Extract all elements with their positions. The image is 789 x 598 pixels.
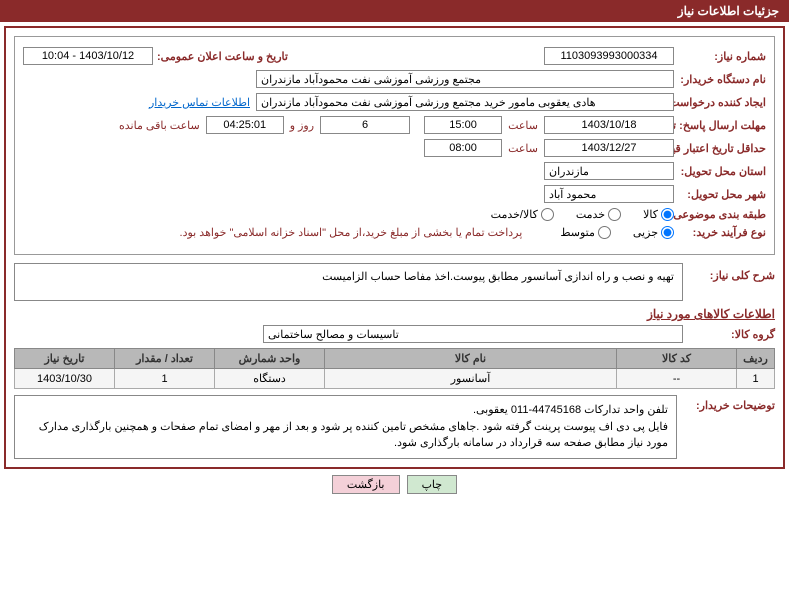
th-name: نام کالا [325, 349, 617, 369]
remaining-label: ساعت باقی مانده [119, 119, 200, 132]
items-table: ردیف کد کالا نام کالا واحد شمارش تعداد /… [14, 348, 775, 389]
cat3-label: کالا/خدمت [491, 208, 538, 221]
countdown-value: 04:25:01 [206, 116, 284, 134]
min-validity-time: 08:00 [424, 139, 502, 157]
items-section-title: اطلاعات کالاهای مورد نیاز [14, 307, 775, 321]
back-button[interactable]: بازگشت [332, 475, 400, 494]
buyer-notes-value: تلفن واحد تدارکات 44745168-011 یعقوبی. ف… [14, 395, 677, 459]
buyer-notes-label: توضیحات خریدار: [683, 395, 775, 412]
purchase-radio-minor[interactable] [661, 226, 674, 239]
announce-dt-value: 1403/10/12 - 10:04 [23, 47, 153, 65]
purchase-note: پرداخت تمام یا بخشی از مبلغ خرید،از محل … [180, 226, 523, 239]
reply-date-value: 1403/10/18 [544, 116, 674, 134]
city-value: محمود آباد [544, 185, 674, 203]
table-row: 1 -- آسانسور دستگاه 1 1403/10/30 [15, 369, 775, 389]
reply-deadline-label: مهلت ارسال پاسخ: تا تاریخ: [674, 119, 766, 132]
province-value: مازندران [544, 162, 674, 180]
days-word: روز و [290, 119, 314, 132]
buyer-notes-line2: فایل پی دی اف پیوست پرینت گرفته شود .جاه… [23, 419, 668, 452]
pt2-label: متوسط [560, 226, 595, 239]
requester-label: ایجاد کننده درخواست: [674, 96, 766, 109]
cat2-label: خدمت [576, 208, 605, 221]
table-header-row: ردیف کد کالا نام کالا واحد شمارش تعداد /… [15, 349, 775, 369]
pt1-label: جزیی [633, 226, 658, 239]
td-unit: دستگاه [215, 369, 325, 389]
td-name: آسانسور [325, 369, 617, 389]
min-validity-label: حداقل تاریخ اعتبار قیمت: تا تاریخ: [674, 142, 766, 155]
time-word-1: ساعت [508, 119, 538, 132]
need-number-value: 1103093993000334 [544, 47, 674, 65]
details-box: شماره نیاز: 1103093993000334 تاریخ و ساع… [14, 36, 775, 255]
province-label: استان محل تحویل: [674, 165, 766, 178]
general-desc-label: شرح کلی نیاز: [683, 263, 775, 282]
min-validity-date: 1403/12/27 [544, 139, 674, 157]
category-radio-goods[interactable] [661, 208, 674, 221]
td-qty: 1 [115, 369, 215, 389]
category-label: طبقه بندی موضوعی: [674, 208, 766, 221]
td-need-date: 1403/10/30 [15, 369, 115, 389]
td-row: 1 [737, 369, 775, 389]
buyer-org-value: مجتمع ورزشی آموزشی نفت محمودآباد مازندرا… [256, 70, 674, 88]
cat1-label: کالا [643, 208, 658, 221]
city-label: شهر محل تحویل: [674, 188, 766, 201]
purchase-radio-medium[interactable] [598, 226, 611, 239]
buyer-contact-link[interactable]: اطلاعات تماس خریدار [149, 96, 250, 109]
requester-value: هادی یعقوبی مامور خرید مجتمع ورزشی آموزش… [256, 93, 674, 111]
purchase-type-label: نوع فرآیند خرید: [674, 226, 766, 239]
category-radio-both[interactable] [541, 208, 554, 221]
group-label: گروه کالا: [683, 328, 775, 341]
th-unit: واحد شمارش [215, 349, 325, 369]
th-code: کد کالا [617, 349, 737, 369]
print-button[interactable]: چاپ [407, 475, 458, 494]
category-radio-service[interactable] [608, 208, 621, 221]
reply-time-value: 15:00 [424, 116, 502, 134]
buyer-org-label: نام دستگاه خریدار: [674, 73, 766, 86]
panel-title: جزئیات اطلاعات نیاز [0, 0, 789, 22]
announce-dt-label: تاریخ و ساعت اعلان عمومی: [153, 50, 288, 63]
time-word-2: ساعت [508, 142, 538, 155]
th-qty: تعداد / مقدار [115, 349, 215, 369]
need-number-label: شماره نیاز: [674, 50, 766, 63]
td-code: -- [617, 369, 737, 389]
main-panel: شماره نیاز: 1103093993000334 تاریخ و ساع… [4, 26, 785, 469]
days-value: 6 [320, 116, 410, 134]
th-row: ردیف [737, 349, 775, 369]
buyer-notes-line1: تلفن واحد تدارکات 44745168-011 یعقوبی. [23, 402, 668, 419]
group-value: تاسیسات و مصالح ساختمانی [263, 325, 683, 343]
th-need-date: تاریخ نیاز [15, 349, 115, 369]
general-desc-value: تهیه و نصب و راه اندازی آسانسور مطابق پی… [14, 263, 683, 301]
